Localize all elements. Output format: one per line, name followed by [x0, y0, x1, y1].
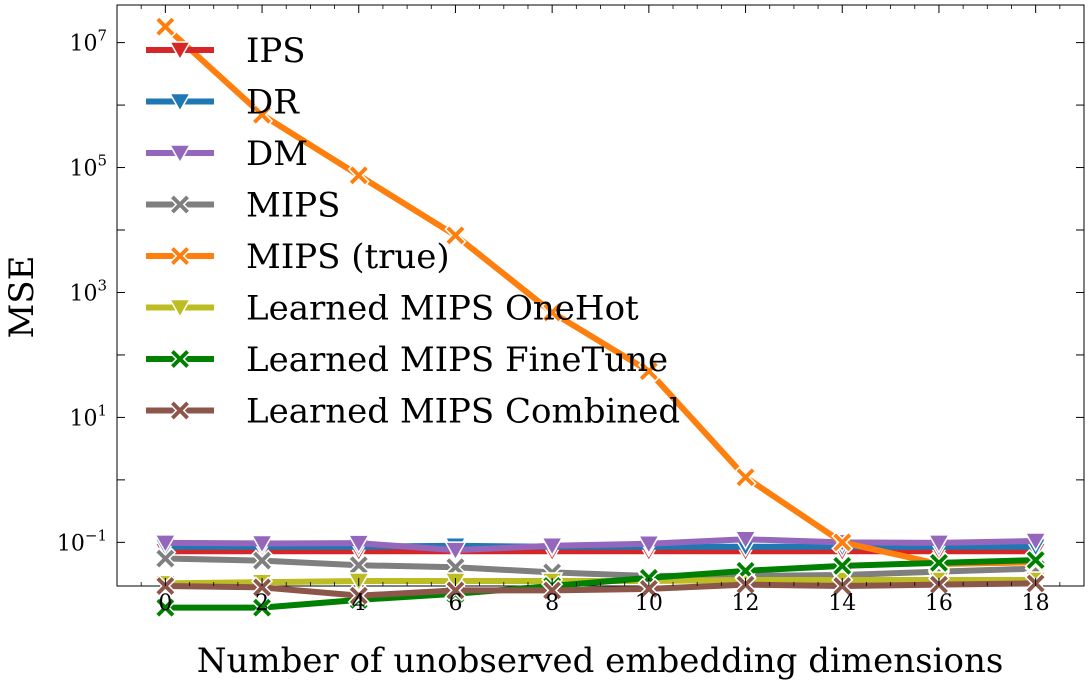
y-tick-label: 10−1	[57, 526, 107, 556]
legend-label: Learned MIPS Combined	[246, 392, 680, 432]
legend-entry-learned-mips-combined: Learned MIPS Combined	[146, 392, 680, 432]
series-learned-mips-finetune	[154, 549, 1047, 619]
data-point-learned-mips-finetune	[1024, 549, 1047, 572]
data-point-dm	[154, 534, 177, 554]
legend-label: DM	[246, 134, 308, 174]
plot-frame	[116, 4, 1085, 587]
x-axis-label: Number of unobserved embedding dimension…	[197, 641, 1004, 681]
data-point-mips-true	[347, 164, 370, 187]
x-tick-label: 10	[635, 591, 663, 616]
legend-entry-dm: DM	[146, 134, 308, 174]
y-tick-label: 107	[69, 27, 107, 57]
x-tick-label: 12	[732, 591, 760, 616]
legend-label: DR	[246, 83, 300, 123]
legend-entry-learned-mips-onehot: Learned MIPS OneHot	[146, 289, 639, 329]
x-tick-label: 6	[448, 591, 462, 616]
x-tick-label: 14	[828, 591, 856, 616]
legend-entry-learned-mips-finetune: Learned MIPS FineTune	[146, 340, 668, 380]
y-axis-label: MSE	[2, 256, 42, 339]
legend-entry-mips-true: MIPS (true)	[146, 237, 450, 277]
x-tick-label: 2	[255, 591, 269, 616]
data-point-dm	[637, 534, 661, 555]
legend-marker	[168, 41, 192, 62]
data-point-learned-mips-finetune	[154, 596, 177, 619]
legend-entry-ips: IPS	[146, 31, 306, 71]
data-point-mips-true	[154, 15, 177, 38]
legend-marker	[168, 92, 192, 113]
legend: IPS DR DM MIPS MIPS (true) Learned MIPS OneHo…	[146, 31, 680, 432]
ticks-layer: 0 2 4 6 8 10 12 14 16 18 107 105 103 101 10−1	[57, 5, 1085, 616]
data-point-learned-mips-combined	[541, 579, 564, 602]
series-line-mips-true	[162, 23, 1039, 568]
legend-marker	[168, 399, 192, 422]
legend-label: IPS	[246, 31, 306, 71]
series-line-mips	[162, 555, 1039, 579]
legend-entry-mips: MIPS	[146, 186, 340, 226]
series-line-learned-mips-finetune	[162, 557, 1039, 611]
x-tick-label: 18	[1022, 591, 1050, 616]
legend-marker	[168, 193, 192, 216]
data-point-mips-true	[637, 360, 660, 383]
x-tick-label: 16	[925, 591, 953, 616]
data-point-learned-mips-finetune	[250, 596, 274, 619]
data-point-learned-mips-finetune	[831, 554, 854, 577]
legend-marker	[168, 347, 192, 371]
series-dm	[154, 530, 1047, 562]
data-point-dm	[734, 530, 757, 551]
legend-label: Learned MIPS FineTune	[246, 340, 668, 380]
series-line-dm	[162, 536, 1039, 554]
data-point-learned-mips-combined	[347, 584, 370, 607]
data-point-dm	[250, 534, 274, 555]
y-tick-label: 101	[69, 401, 107, 431]
legend-entry-dr: DR	[146, 83, 300, 123]
data-point-mips	[154, 547, 177, 570]
legend-label: MIPS (true)	[246, 237, 450, 277]
data-point-mips-true	[444, 224, 467, 247]
data-point-mips	[250, 549, 274, 572]
y-tick-label: 103	[69, 276, 107, 306]
x-tick-label: 0	[158, 591, 172, 616]
legend-marker	[168, 298, 192, 319]
legend-marker	[168, 144, 192, 165]
y-tick-label: 105	[69, 152, 107, 182]
data-point-dm	[540, 537, 564, 557]
data-point-mips-true	[250, 103, 274, 126]
data-point-learned-mips-combined	[444, 579, 467, 602]
data-point-mips-true	[831, 531, 854, 554]
data-point-learned-mips-finetune	[927, 551, 951, 574]
data-point-mips-true	[541, 301, 564, 324]
data-point-dm	[444, 541, 467, 562]
legend-label: MIPS	[246, 186, 340, 226]
data-point-mips	[347, 554, 370, 577]
data-point-dm	[347, 534, 371, 555]
x-tick-label: 4	[352, 591, 366, 616]
legend-label: Learned MIPS OneHot	[246, 289, 639, 329]
data-point-dm	[927, 534, 951, 554]
plot-area	[116, 4, 1085, 587]
x-tick-label: 8	[545, 591, 559, 616]
legend-marker	[168, 244, 192, 268]
data-point-mips-true	[734, 466, 757, 489]
data-point-dm	[1024, 532, 1047, 553]
